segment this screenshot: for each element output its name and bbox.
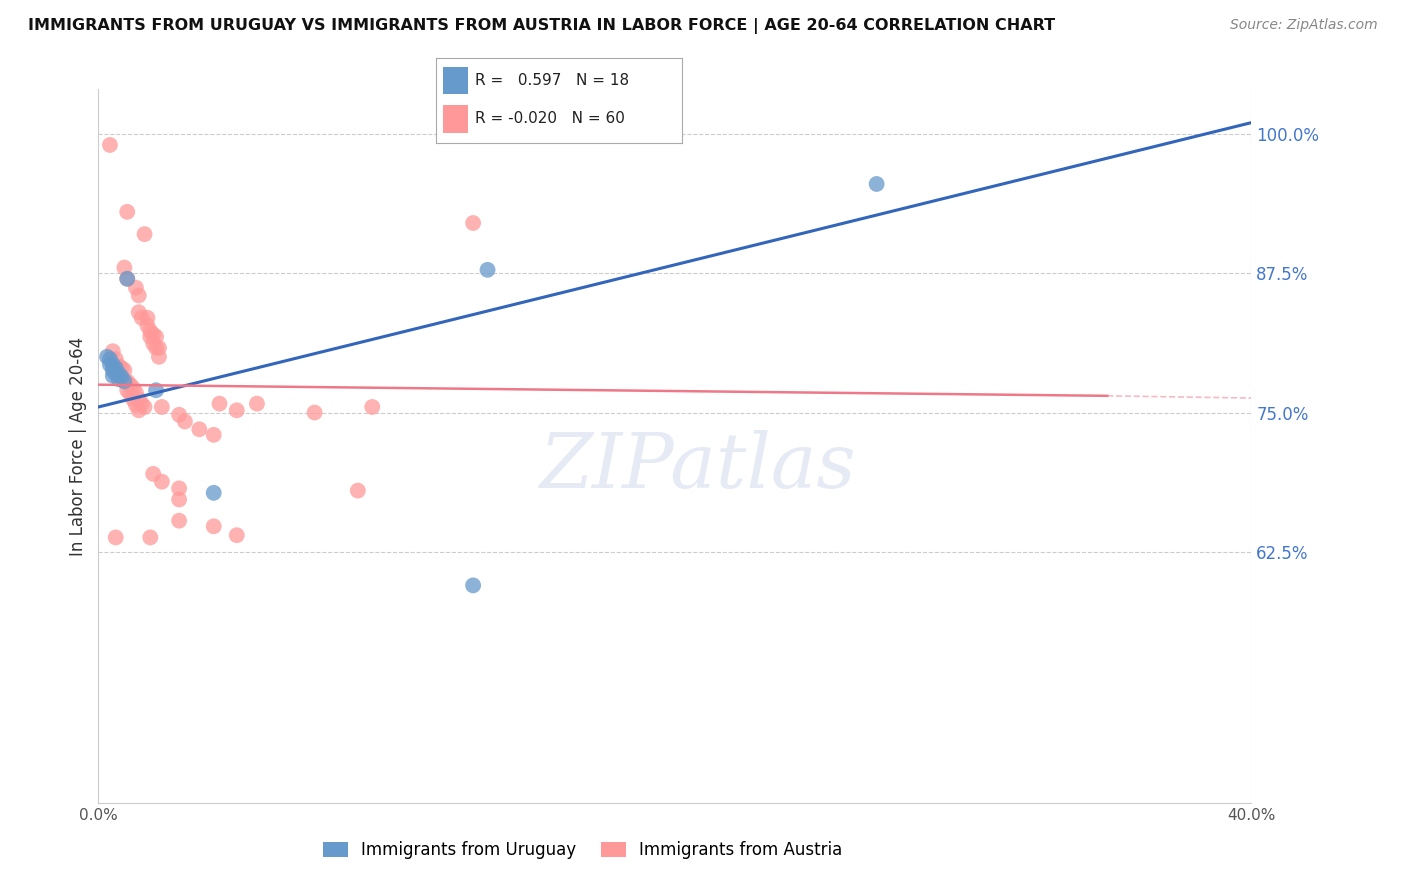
Point <box>304 405 326 419</box>
Point <box>208 396 231 410</box>
Point <box>461 578 484 592</box>
Point <box>110 369 132 384</box>
Point <box>361 400 384 414</box>
Point <box>120 386 142 401</box>
Point <box>101 344 124 359</box>
Point <box>131 396 153 410</box>
Point <box>107 367 129 381</box>
Point <box>131 310 153 325</box>
Text: ZIPatlas: ZIPatlas <box>540 431 856 504</box>
Text: R =   0.597   N = 18: R = 0.597 N = 18 <box>475 73 630 88</box>
Point <box>461 216 484 230</box>
Point <box>202 427 225 442</box>
Point <box>145 341 167 355</box>
Point <box>117 204 139 219</box>
Point <box>145 384 167 398</box>
Point <box>142 327 165 342</box>
Point <box>134 227 156 241</box>
Point <box>174 414 197 428</box>
Text: IMMIGRANTS FROM URUGUAY VS IMMIGRANTS FROM AUSTRIA IN LABOR FORCE | AGE 20-64 CO: IMMIGRANTS FROM URUGUAY VS IMMIGRANTS FR… <box>28 18 1056 34</box>
Y-axis label: In Labor Force | Age 20-64: In Labor Force | Age 20-64 <box>69 336 87 556</box>
Point <box>110 369 132 384</box>
Point <box>104 530 127 544</box>
Point <box>104 360 127 375</box>
Point <box>98 358 121 372</box>
Point <box>98 351 121 366</box>
Point <box>150 475 173 489</box>
Point <box>101 358 124 372</box>
Point <box>225 403 247 417</box>
Point <box>150 400 173 414</box>
Point <box>117 374 139 388</box>
Point <box>98 138 121 153</box>
Point <box>148 341 170 355</box>
Point <box>136 310 159 325</box>
Point <box>117 384 139 398</box>
Bar <box>443 67 468 95</box>
Point <box>122 381 145 395</box>
Point <box>128 305 150 319</box>
Point <box>167 408 190 422</box>
Point <box>188 422 211 436</box>
Point <box>112 363 135 377</box>
Text: Source: ZipAtlas.com: Source: ZipAtlas.com <box>1230 18 1378 32</box>
Point <box>107 367 129 381</box>
Point <box>139 330 162 344</box>
Point <box>477 262 499 277</box>
Point <box>139 324 162 338</box>
Point <box>346 483 368 498</box>
Point <box>139 530 162 544</box>
Point <box>202 519 225 533</box>
Point <box>112 260 135 275</box>
Point <box>120 377 142 392</box>
Point <box>101 363 124 377</box>
Point <box>167 514 190 528</box>
Point <box>167 481 190 495</box>
Point <box>107 359 129 373</box>
Point <box>104 367 127 381</box>
Point <box>128 288 150 302</box>
Point <box>128 403 150 417</box>
Point <box>112 374 135 388</box>
Point <box>145 330 167 344</box>
Point <box>148 350 170 364</box>
Point <box>110 360 132 375</box>
Point <box>134 400 156 414</box>
Point <box>122 392 145 406</box>
Point <box>128 392 150 406</box>
Point <box>117 271 139 285</box>
Bar <box>443 105 468 133</box>
Point <box>104 351 127 366</box>
Point <box>117 271 139 285</box>
Point <box>167 492 190 507</box>
Point <box>225 528 247 542</box>
Point <box>101 368 124 383</box>
Legend: Immigrants from Uruguay, Immigrants from Austria: Immigrants from Uruguay, Immigrants from… <box>316 835 849 866</box>
Point <box>125 385 148 400</box>
Point <box>246 396 269 410</box>
Point <box>112 374 135 388</box>
Point <box>96 350 118 364</box>
Point <box>202 485 225 500</box>
Point <box>136 318 159 333</box>
Point <box>125 398 148 412</box>
Point <box>125 280 148 294</box>
Text: R = -0.020   N = 60: R = -0.020 N = 60 <box>475 112 626 127</box>
Point <box>142 336 165 351</box>
Point <box>142 467 165 481</box>
Point <box>866 177 889 191</box>
Point <box>107 372 129 386</box>
